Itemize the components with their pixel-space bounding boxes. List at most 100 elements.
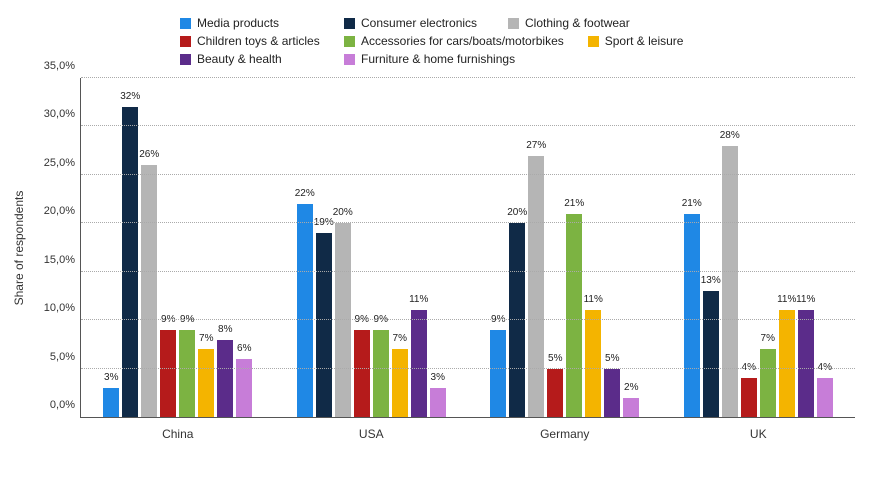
bar: 9% xyxy=(160,330,176,417)
bar: 32% xyxy=(122,107,138,417)
gridline xyxy=(81,319,855,320)
legend-item: Furniture & home furnishings xyxy=(344,52,515,66)
bar-group: 22%19%20%9%9%7%11%3%USA xyxy=(275,78,469,417)
legend-swatch xyxy=(508,18,519,29)
xtick-label: China xyxy=(162,427,193,441)
legend-swatch xyxy=(180,18,191,29)
gridline xyxy=(81,222,855,223)
bar-group: 9%20%27%5%21%11%5%2%Germany xyxy=(468,78,662,417)
bar-value-label: 27% xyxy=(526,140,546,151)
gridline xyxy=(81,368,855,369)
bar: 11% xyxy=(411,310,427,417)
bar: 8% xyxy=(217,340,233,417)
bar: 3% xyxy=(430,388,446,417)
bar: 2% xyxy=(623,398,639,417)
bar-value-label: 6% xyxy=(237,343,251,354)
bar: 11% xyxy=(798,310,814,417)
bar-value-label: 5% xyxy=(548,353,562,364)
bar-value-label: 26% xyxy=(139,149,159,160)
legend-swatch xyxy=(344,54,355,65)
legend-item: Sport & leisure xyxy=(588,34,728,48)
bar-value-label: 2% xyxy=(624,382,638,393)
ytick-label: 30,0% xyxy=(33,108,75,120)
bar: 9% xyxy=(373,330,389,417)
bar-value-label: 32% xyxy=(120,91,140,102)
bar-value-label: 7% xyxy=(199,333,213,344)
legend-item: Consumer electronics xyxy=(344,16,484,30)
bar: 5% xyxy=(547,369,563,417)
bar: 4% xyxy=(741,378,757,417)
bar-value-label: 11% xyxy=(777,294,796,305)
legend-label: Children toys & articles xyxy=(197,34,320,48)
bar-value-label: 20% xyxy=(507,207,527,218)
bar-group: 3%32%26%9%9%7%8%6%China xyxy=(81,78,275,417)
bar-value-label: 20% xyxy=(333,207,353,218)
bar-value-label: 7% xyxy=(761,333,775,344)
xtick-label: USA xyxy=(359,427,384,441)
ytick-label: 15,0% xyxy=(33,254,75,266)
bar: 5% xyxy=(604,369,620,417)
legend-item: Media products xyxy=(180,16,320,30)
bar: 3% xyxy=(103,388,119,417)
legend-swatch xyxy=(180,36,191,47)
ytick-label: 25,0% xyxy=(33,157,75,169)
bar: 9% xyxy=(179,330,195,417)
legend-item: Clothing & footwear xyxy=(508,16,648,30)
legend: Media products Consumer electronics Clothi… xyxy=(180,16,755,66)
ytick-label: 35,0% xyxy=(33,60,75,72)
legend-label: Beauty & health xyxy=(197,52,282,66)
bar-value-label: 11% xyxy=(584,294,603,305)
bar-value-label: 8% xyxy=(218,324,232,335)
bar: 11% xyxy=(585,310,601,417)
ytick-label: 10,0% xyxy=(33,302,75,314)
gridline xyxy=(81,125,855,126)
bar-value-label: 3% xyxy=(431,372,445,383)
bar-value-label: 5% xyxy=(605,353,619,364)
legend-item: Accessories for cars/boats/motorbikes xyxy=(344,34,564,48)
bar: 21% xyxy=(684,214,700,417)
plot-area: Share of respondents 3%32%26%9%9%7%8%6%C… xyxy=(80,78,855,418)
ytick-label: 5,0% xyxy=(33,351,75,363)
legend-swatch xyxy=(588,36,599,47)
xtick-label: Germany xyxy=(540,427,589,441)
legend-swatch xyxy=(344,18,355,29)
bar: 7% xyxy=(392,349,408,417)
bar-value-label: 22% xyxy=(295,188,315,199)
gridline xyxy=(81,271,855,272)
bar: 28% xyxy=(722,146,738,417)
bar: 9% xyxy=(354,330,370,417)
legend-label: Consumer electronics xyxy=(361,16,477,30)
yaxis-label: Share of respondents xyxy=(12,190,26,305)
bar: 27% xyxy=(528,156,544,418)
bar: 9% xyxy=(490,330,506,417)
legend-item: Beauty & health xyxy=(180,52,320,66)
bar: 21% xyxy=(566,214,582,417)
legend-label: Sport & leisure xyxy=(605,34,684,48)
bar-value-label: 21% xyxy=(564,198,584,209)
groups: 3%32%26%9%9%7%8%6%China22%19%20%9%9%7%11… xyxy=(81,78,855,417)
gridline xyxy=(81,77,855,78)
bar-value-label: 11% xyxy=(796,294,815,305)
xtick-label: UK xyxy=(750,427,767,441)
bar: 11% xyxy=(779,310,795,417)
bar-group: 21%13%28%4%7%11%11%4%UK xyxy=(662,78,856,417)
bar: 26% xyxy=(141,165,157,417)
bar: 7% xyxy=(198,349,214,417)
legend-label: Furniture & home furnishings xyxy=(361,52,515,66)
legend-item: Children toys & articles xyxy=(180,34,320,48)
legend-swatch xyxy=(344,36,355,47)
bar-value-label: 7% xyxy=(393,333,407,344)
bar-value-label: 28% xyxy=(720,130,740,141)
bar-value-label: 13% xyxy=(701,275,721,286)
bar: 22% xyxy=(297,204,313,417)
bar: 19% xyxy=(316,233,332,417)
bar-value-label: 21% xyxy=(682,198,702,209)
bar-value-label: 11% xyxy=(409,294,428,305)
legend-label: Clothing & footwear xyxy=(525,16,630,30)
bar-value-label: 3% xyxy=(104,372,118,383)
bar: 4% xyxy=(817,378,833,417)
chart-container: Media products Consumer electronics Clothi… xyxy=(0,0,895,501)
ytick-label: 0,0% xyxy=(33,399,75,411)
gridline xyxy=(81,174,855,175)
legend-swatch xyxy=(180,54,191,65)
